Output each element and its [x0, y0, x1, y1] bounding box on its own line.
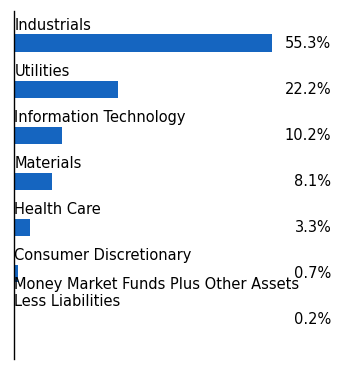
Bar	[14, 219, 30, 236]
Text: Information Technology: Information Technology	[14, 110, 186, 125]
Bar	[14, 127, 62, 144]
Text: 10.2%: 10.2%	[285, 128, 331, 143]
Text: 0.2%: 0.2%	[294, 312, 331, 327]
Text: Materials: Materials	[14, 156, 82, 171]
Text: 22.2%: 22.2%	[284, 82, 331, 97]
Bar	[14, 311, 15, 328]
Bar	[14, 34, 272, 52]
Text: Utilities: Utilities	[14, 64, 70, 79]
Text: 55.3%: 55.3%	[285, 36, 331, 51]
Bar	[14, 173, 52, 190]
Bar	[14, 265, 18, 282]
Text: 3.3%: 3.3%	[294, 220, 331, 235]
Text: Health Care: Health Care	[14, 202, 101, 217]
Text: Industrials: Industrials	[14, 18, 91, 33]
Text: Consumer Discretionary: Consumer Discretionary	[14, 248, 192, 263]
Text: 8.1%: 8.1%	[294, 174, 331, 189]
Bar	[14, 81, 118, 98]
Text: Money Market Funds Plus Other Assets
Less Liabilities: Money Market Funds Plus Other Assets Les…	[14, 277, 300, 309]
Text: 0.7%: 0.7%	[294, 266, 331, 281]
